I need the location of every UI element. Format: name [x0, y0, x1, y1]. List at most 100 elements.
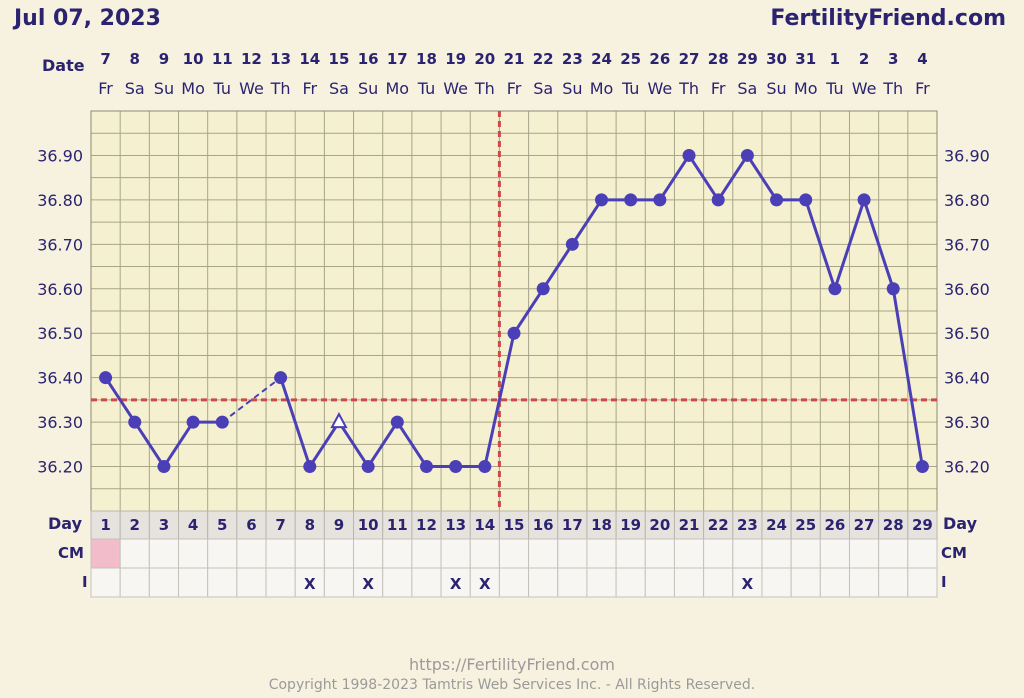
- cm-cell: [469, 538, 500, 569]
- temperature-series: [99, 148, 929, 474]
- cm-row-label-right: CM: [941, 544, 967, 562]
- cm-cell: [907, 538, 938, 569]
- date-label: 12: [241, 50, 262, 68]
- temperature-point: [565, 237, 579, 251]
- day-number: 12: [416, 516, 437, 534]
- weekday-label: Sa: [329, 79, 349, 98]
- weekday-label: Mo: [181, 79, 205, 98]
- intercourse-cell: [819, 567, 850, 598]
- date-label: 14: [299, 50, 320, 68]
- temperature-point: [915, 460, 929, 474]
- date-label: 30: [766, 50, 787, 68]
- day-cell: [382, 510, 413, 540]
- temperature-point: [653, 193, 667, 207]
- date-label: 29: [737, 50, 758, 68]
- cm-cell: [236, 538, 267, 569]
- date-label: 9: [159, 50, 169, 68]
- cm-cell: [323, 538, 355, 569]
- day-number: 8: [305, 516, 315, 534]
- cm-cell: [848, 538, 880, 569]
- date-label: 7: [100, 50, 110, 68]
- temperature-point: [128, 415, 142, 429]
- day-number: 19: [620, 516, 641, 534]
- day-row-label-left: Day: [48, 514, 83, 533]
- intercourse-cell: [178, 567, 209, 598]
- intercourse-cell: [294, 567, 325, 598]
- weekday-label: We: [443, 79, 468, 98]
- temperature-point: [215, 415, 229, 429]
- day-cell: [353, 510, 384, 540]
- temperature-segment: [279, 377, 312, 468]
- temperature-point: [274, 371, 288, 385]
- cm-cell: [615, 538, 646, 569]
- y-tick-label-right: 36.70: [944, 235, 990, 254]
- temperature-point: [711, 193, 725, 207]
- temperature-point: [99, 371, 113, 385]
- day-number: 1: [100, 516, 110, 534]
- i-row-label-right: I: [941, 573, 947, 591]
- date-label: 8: [130, 50, 140, 68]
- y-tick-label-left: 36.80: [37, 191, 83, 210]
- temperature-segment: [571, 199, 603, 246]
- day-number: 29: [912, 516, 933, 534]
- y-tick-label-right: 36.30: [944, 413, 990, 432]
- temperature-point: [770, 193, 784, 207]
- date-label: 3: [888, 50, 898, 68]
- intercourse-cell: [498, 567, 530, 598]
- temperature-point: [536, 282, 550, 296]
- day-number: 5: [217, 516, 227, 534]
- coverline-group: [91, 111, 937, 511]
- temperature-segment: [337, 421, 370, 468]
- weekday-label: Th: [270, 79, 291, 98]
- intercourse-cell: [148, 567, 180, 598]
- date-label: 11: [212, 50, 233, 68]
- day-cell: [323, 510, 355, 540]
- intercourse-mark: X: [450, 575, 462, 593]
- date-header: 7Fr8Sa9Su10Mo11Tu12We13Th14Fr15Sa16Su17M…: [98, 50, 930, 98]
- date-label: 28: [708, 50, 729, 68]
- day-cell: [790, 510, 821, 540]
- y-tick-label-right: 36.90: [944, 146, 990, 165]
- day-number: 9: [334, 516, 344, 534]
- cm-cell: [353, 538, 384, 569]
- footer-copyright: Copyright 1998-2023 Tamtris Web Services…: [268, 677, 756, 693]
- temperature-segment: [162, 421, 195, 468]
- temperature-point: [478, 460, 492, 474]
- intercourse-cell: [673, 567, 705, 598]
- weekday-label: Su: [766, 79, 786, 98]
- intercourse-cell: [119, 567, 150, 598]
- day-cell: [469, 510, 500, 540]
- y-ticks: 36.90 36.90 36.80 36.80 36.70 36.70 36.60 36.60…: [37, 146, 990, 476]
- day-cell: [819, 510, 850, 540]
- day-cell: [294, 510, 325, 540]
- cm-cell: [90, 538, 121, 569]
- date-label: 17: [387, 50, 408, 68]
- cm-cell: [644, 538, 675, 569]
- day-number: 14: [474, 516, 495, 534]
- y-tick-label-right: 36.60: [944, 280, 990, 299]
- y-tick-label-left: 36.50: [37, 324, 83, 343]
- temperature-segment: [746, 154, 778, 201]
- date-label: 26: [649, 50, 670, 68]
- date-label: 13: [270, 50, 291, 68]
- day-cell: [703, 510, 734, 540]
- y-tick-label-left: 36.60: [37, 280, 83, 299]
- intercourse-cell: [440, 567, 471, 598]
- date-label: 16: [358, 50, 379, 68]
- weekday-label: Fr: [507, 79, 522, 98]
- temperature-dashed-segment: [221, 376, 282, 423]
- intercourse-cell: [586, 567, 617, 598]
- cm-cell: [732, 538, 763, 569]
- weekday-label: Su: [358, 79, 378, 98]
- day-number: 13: [445, 516, 466, 534]
- intercourse-cell: [557, 567, 588, 598]
- weekday-label: Su: [562, 79, 582, 98]
- intercourse-mark: X: [304, 575, 316, 593]
- intercourse-cell: [382, 567, 413, 598]
- footer-url[interactable]: https://FertilityFriend.com: [409, 655, 615, 674]
- temperature-point: [361, 460, 375, 474]
- temperature-segment: [862, 199, 895, 290]
- date-label: 15: [329, 50, 350, 68]
- weekday-label: Sa: [125, 79, 145, 98]
- temperature-segment: [658, 154, 691, 201]
